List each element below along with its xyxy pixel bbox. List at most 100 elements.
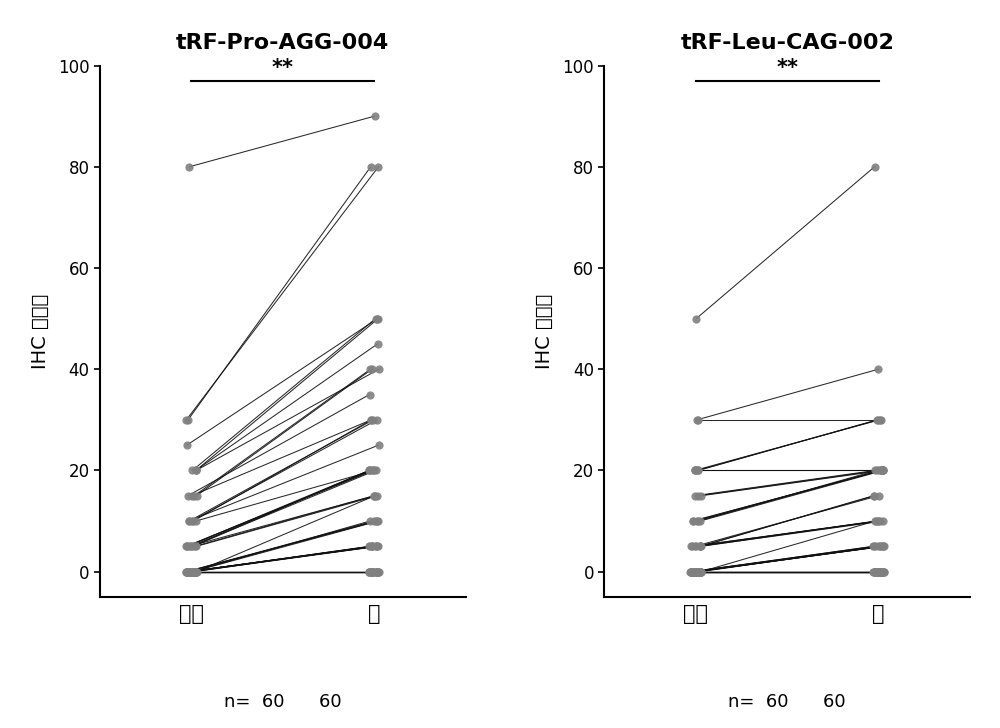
Point xyxy=(182,566,198,577)
Point xyxy=(873,566,889,577)
Point xyxy=(692,540,708,552)
Point xyxy=(188,566,204,577)
Point xyxy=(370,566,386,577)
Point xyxy=(687,464,703,476)
Point xyxy=(189,566,205,577)
Point xyxy=(876,566,892,577)
Point xyxy=(183,566,199,577)
Point xyxy=(368,540,384,552)
Point xyxy=(688,566,704,577)
Point xyxy=(693,566,709,577)
Point xyxy=(178,566,194,577)
Point xyxy=(866,490,882,502)
Point xyxy=(368,566,384,577)
Point xyxy=(871,566,887,577)
Point xyxy=(692,566,708,577)
Point xyxy=(362,464,378,476)
Point xyxy=(688,540,704,552)
Point xyxy=(365,414,381,426)
Point xyxy=(185,515,201,527)
Point xyxy=(867,566,883,577)
Point xyxy=(188,515,204,527)
Point xyxy=(692,566,708,577)
Point xyxy=(185,566,201,577)
Point xyxy=(365,464,381,476)
Point xyxy=(873,540,889,552)
Point xyxy=(364,363,380,375)
Point xyxy=(361,566,377,577)
Point xyxy=(872,540,888,552)
Point xyxy=(690,566,706,577)
Point xyxy=(369,566,385,577)
Point xyxy=(873,464,889,476)
Title: tRF-Pro-AGG-004: tRF-Pro-AGG-004 xyxy=(176,33,389,53)
Point xyxy=(370,540,386,552)
Point xyxy=(875,464,891,476)
Point xyxy=(865,566,881,577)
Point xyxy=(685,566,701,577)
Point xyxy=(364,540,380,552)
Point xyxy=(873,566,889,577)
Point xyxy=(867,566,883,577)
Point xyxy=(184,464,200,476)
Point xyxy=(686,566,702,577)
Point xyxy=(364,540,380,552)
Point xyxy=(688,313,704,325)
Point xyxy=(371,566,387,577)
Point xyxy=(693,490,709,502)
Point xyxy=(369,313,385,325)
Point xyxy=(362,540,378,552)
Point xyxy=(367,566,383,577)
Point xyxy=(362,515,378,527)
Point xyxy=(370,338,386,349)
Point xyxy=(181,540,197,552)
Y-axis label: IHC 阳性率: IHC 阳性率 xyxy=(535,293,554,369)
Point xyxy=(683,566,699,577)
Point xyxy=(188,464,204,476)
Point xyxy=(874,566,890,577)
Point xyxy=(370,313,386,325)
Point xyxy=(185,566,201,577)
Point xyxy=(179,540,195,552)
Point xyxy=(693,566,709,577)
Point xyxy=(867,566,883,577)
Point xyxy=(368,313,384,325)
Point xyxy=(179,439,195,451)
Point xyxy=(180,566,196,577)
Point xyxy=(361,540,377,552)
Point xyxy=(689,414,705,426)
Point xyxy=(366,515,382,527)
Point xyxy=(873,414,889,426)
Point xyxy=(368,464,384,476)
Point xyxy=(366,490,382,502)
Point xyxy=(688,566,704,577)
Point xyxy=(687,566,703,577)
Point xyxy=(690,414,706,426)
Point xyxy=(366,464,382,476)
Point xyxy=(873,464,889,476)
Point xyxy=(178,540,194,552)
Point xyxy=(180,566,196,577)
Point xyxy=(871,464,887,476)
Point xyxy=(870,363,886,375)
Point xyxy=(364,566,380,577)
Point xyxy=(871,490,887,502)
Point xyxy=(181,566,197,577)
Point xyxy=(866,566,882,577)
Point xyxy=(865,540,881,552)
Point xyxy=(689,515,705,527)
Point xyxy=(866,540,882,552)
Point xyxy=(687,490,703,502)
Point xyxy=(179,566,195,577)
Point xyxy=(188,540,204,552)
Point xyxy=(188,464,204,476)
Point xyxy=(364,540,380,552)
Point xyxy=(361,464,377,476)
Point xyxy=(866,490,882,502)
Point xyxy=(687,566,703,577)
Point xyxy=(185,540,201,552)
Point xyxy=(363,414,379,426)
Point xyxy=(872,414,888,426)
Point xyxy=(178,414,194,426)
Point xyxy=(876,566,892,577)
